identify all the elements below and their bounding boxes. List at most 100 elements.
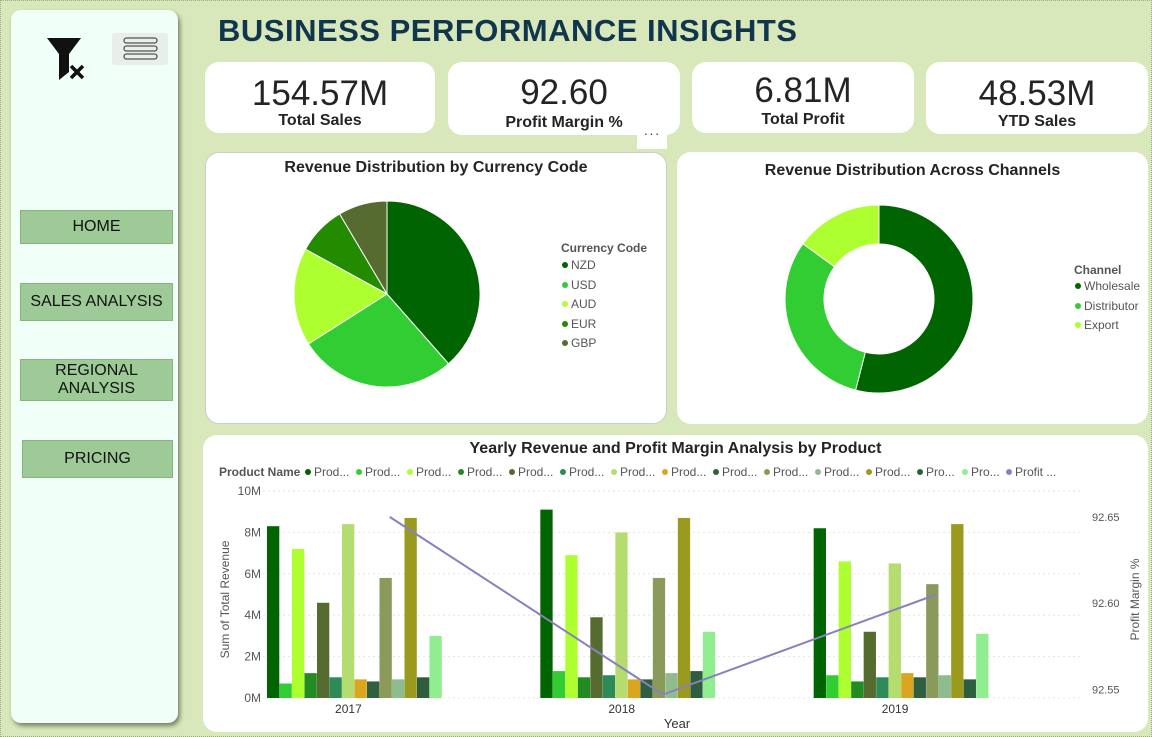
more-options-icon[interactable]: ··· bbox=[637, 125, 667, 149]
legend-item-distributor[interactable]: Distributor bbox=[1075, 299, 1139, 313]
legend-dot bbox=[562, 282, 568, 288]
legend-label: NZD bbox=[571, 258, 596, 272]
kpi-value: 48.53M bbox=[926, 74, 1148, 114]
y2-tick-label: 92.65 bbox=[1092, 512, 1120, 524]
x-tick-label: 2018 bbox=[608, 702, 635, 716]
legend-dot bbox=[562, 321, 568, 327]
bar-2019-10[interactable] bbox=[939, 675, 951, 698]
bar-2018-5[interactable] bbox=[603, 675, 615, 698]
yearly-revenue-card: Yearly Revenue and Profit Margin Analysi… bbox=[203, 435, 1148, 732]
kpi-card-ytd-sales: 48.53M YTD Sales bbox=[926, 62, 1148, 134]
legend-item-usd[interactable]: USD bbox=[562, 278, 596, 292]
legend-dot bbox=[1075, 283, 1081, 289]
legend-dot bbox=[562, 262, 568, 268]
x-axis-title: Year bbox=[664, 716, 691, 731]
bar-2018-1[interactable] bbox=[553, 671, 565, 698]
bar-2017-9[interactable] bbox=[380, 578, 392, 698]
legend-dot bbox=[562, 301, 568, 307]
y-axis-title: Sum of Total Revenue bbox=[218, 540, 232, 658]
kpi-label: YTD Sales bbox=[926, 113, 1148, 131]
bar-2019-6[interactable] bbox=[889, 563, 901, 698]
kpi-value: 92.60 bbox=[448, 73, 680, 113]
channel-slice-distributor[interactable] bbox=[785, 244, 865, 390]
bar-2019-0[interactable] bbox=[814, 528, 826, 698]
currency-pie-chart[interactable] bbox=[290, 199, 490, 399]
bar-2017-3[interactable] bbox=[305, 673, 317, 698]
legend-item-gbp[interactable]: GBP bbox=[562, 336, 596, 350]
hamburger-menu-icon[interactable] bbox=[112, 33, 168, 65]
y-tick-label: 8M bbox=[244, 525, 261, 539]
bar-2017-0[interactable] bbox=[267, 526, 279, 698]
bar-2018-9[interactable] bbox=[653, 578, 665, 698]
bar-2019-1[interactable] bbox=[826, 675, 838, 698]
bar-2018-7[interactable] bbox=[628, 679, 640, 698]
y2-tick-label: 92.55 bbox=[1092, 684, 1120, 696]
bar-2017-6[interactable] bbox=[342, 524, 354, 698]
bar-2017-12[interactable] bbox=[417, 677, 429, 698]
yearly-revenue-combo-chart[interactable]: 0M 2M 4M 6M 8M 10M 92.55 92.60 92.65 Sum of Total… bbox=[203, 435, 1148, 732]
channel-donut-card: Revenue Distribution Across Channels Cha… bbox=[677, 152, 1148, 424]
currency-pie-card: Revenue Distribution by Currency Code Cu… bbox=[205, 152, 667, 424]
bar-2017-8[interactable] bbox=[367, 681, 379, 698]
bar-2017-10[interactable] bbox=[392, 679, 404, 698]
x-tick-label: 2017 bbox=[335, 702, 362, 716]
legend-item-aud[interactable]: AUD bbox=[562, 297, 596, 311]
bar-2019-5[interactable] bbox=[876, 677, 888, 698]
bar-2018-11[interactable] bbox=[678, 518, 690, 698]
bar-2019-13[interactable] bbox=[976, 634, 988, 698]
nav-regional-analysis-button[interactable]: REGIONAL ANALYSIS bbox=[20, 359, 173, 401]
legend-label: Distributor bbox=[1084, 299, 1139, 313]
legend-item-nzd[interactable]: NZD bbox=[562, 258, 596, 272]
kpi-label: Total Sales bbox=[205, 112, 435, 130]
bar-2019-11[interactable] bbox=[951, 524, 963, 698]
bar-2019-7[interactable] bbox=[901, 673, 913, 698]
bar-2018-13[interactable] bbox=[703, 632, 715, 698]
legend-dot bbox=[1075, 322, 1081, 328]
legend-item-export[interactable]: Export bbox=[1075, 318, 1119, 332]
legend-label: Export bbox=[1084, 318, 1119, 332]
bar-2017-13[interactable] bbox=[430, 636, 442, 698]
bar-2018-2[interactable] bbox=[565, 555, 577, 698]
y-tick-label: 0M bbox=[244, 691, 261, 705]
clear-filter-icon[interactable] bbox=[47, 36, 97, 86]
y2-tick-label: 92.60 bbox=[1092, 598, 1120, 610]
y-tick-label: 4M bbox=[244, 608, 261, 622]
legend-dot bbox=[562, 340, 568, 346]
bar-2018-4[interactable] bbox=[590, 617, 602, 698]
legend-dot bbox=[1075, 303, 1081, 309]
legend-title: Channel bbox=[1074, 263, 1121, 277]
kpi-card-total-profit: 6.81M Total Profit bbox=[692, 62, 914, 133]
nav-sales-analysis-button[interactable]: SALES ANALYSIS bbox=[20, 283, 173, 321]
bar-2018-3[interactable] bbox=[578, 677, 590, 698]
legend-item-wholesale[interactable]: Wholesale bbox=[1075, 279, 1140, 293]
bar-2019-3[interactable] bbox=[851, 681, 863, 698]
bar-2019-9[interactable] bbox=[926, 584, 938, 698]
legend-label: Wholesale bbox=[1084, 279, 1140, 293]
chart-title: Revenue Distribution by Currency Code bbox=[206, 159, 666, 177]
bar-2017-1[interactable] bbox=[280, 684, 292, 698]
bar-2018-6[interactable] bbox=[615, 532, 627, 698]
nav-home-button[interactable]: HOME bbox=[20, 210, 173, 244]
legend-label: GBP bbox=[571, 336, 596, 350]
bar-2019-4[interactable] bbox=[864, 632, 876, 698]
bar-2017-11[interactable] bbox=[405, 518, 417, 698]
nav-pricing-button[interactable]: PRICING bbox=[22, 440, 173, 478]
legend-label: USD bbox=[571, 278, 596, 292]
channel-donut-chart[interactable] bbox=[779, 199, 979, 399]
bar-2017-4[interactable] bbox=[317, 603, 329, 698]
bar-2019-12[interactable] bbox=[964, 679, 976, 698]
kpi-value: 6.81M bbox=[692, 71, 914, 111]
y-tick-label: 6M bbox=[244, 567, 261, 581]
bar-2019-8[interactable] bbox=[914, 677, 926, 698]
legend-label: EUR bbox=[571, 317, 596, 331]
bar-2017-7[interactable] bbox=[355, 679, 367, 698]
bar-2018-0[interactable] bbox=[540, 510, 552, 698]
bar-2017-2[interactable] bbox=[292, 549, 304, 698]
kpi-value: 154.57M bbox=[205, 74, 435, 114]
bar-2017-5[interactable] bbox=[330, 677, 342, 698]
kpi-card-total-sales: 154.57M Total Sales bbox=[205, 62, 435, 133]
legend-item-eur[interactable]: EUR bbox=[562, 317, 596, 331]
x-tick-label: 2019 bbox=[882, 702, 909, 716]
bar-2018-10[interactable] bbox=[665, 673, 677, 698]
page-title: BUSINESS PERFORMANCE INSIGHTS bbox=[218, 13, 797, 49]
